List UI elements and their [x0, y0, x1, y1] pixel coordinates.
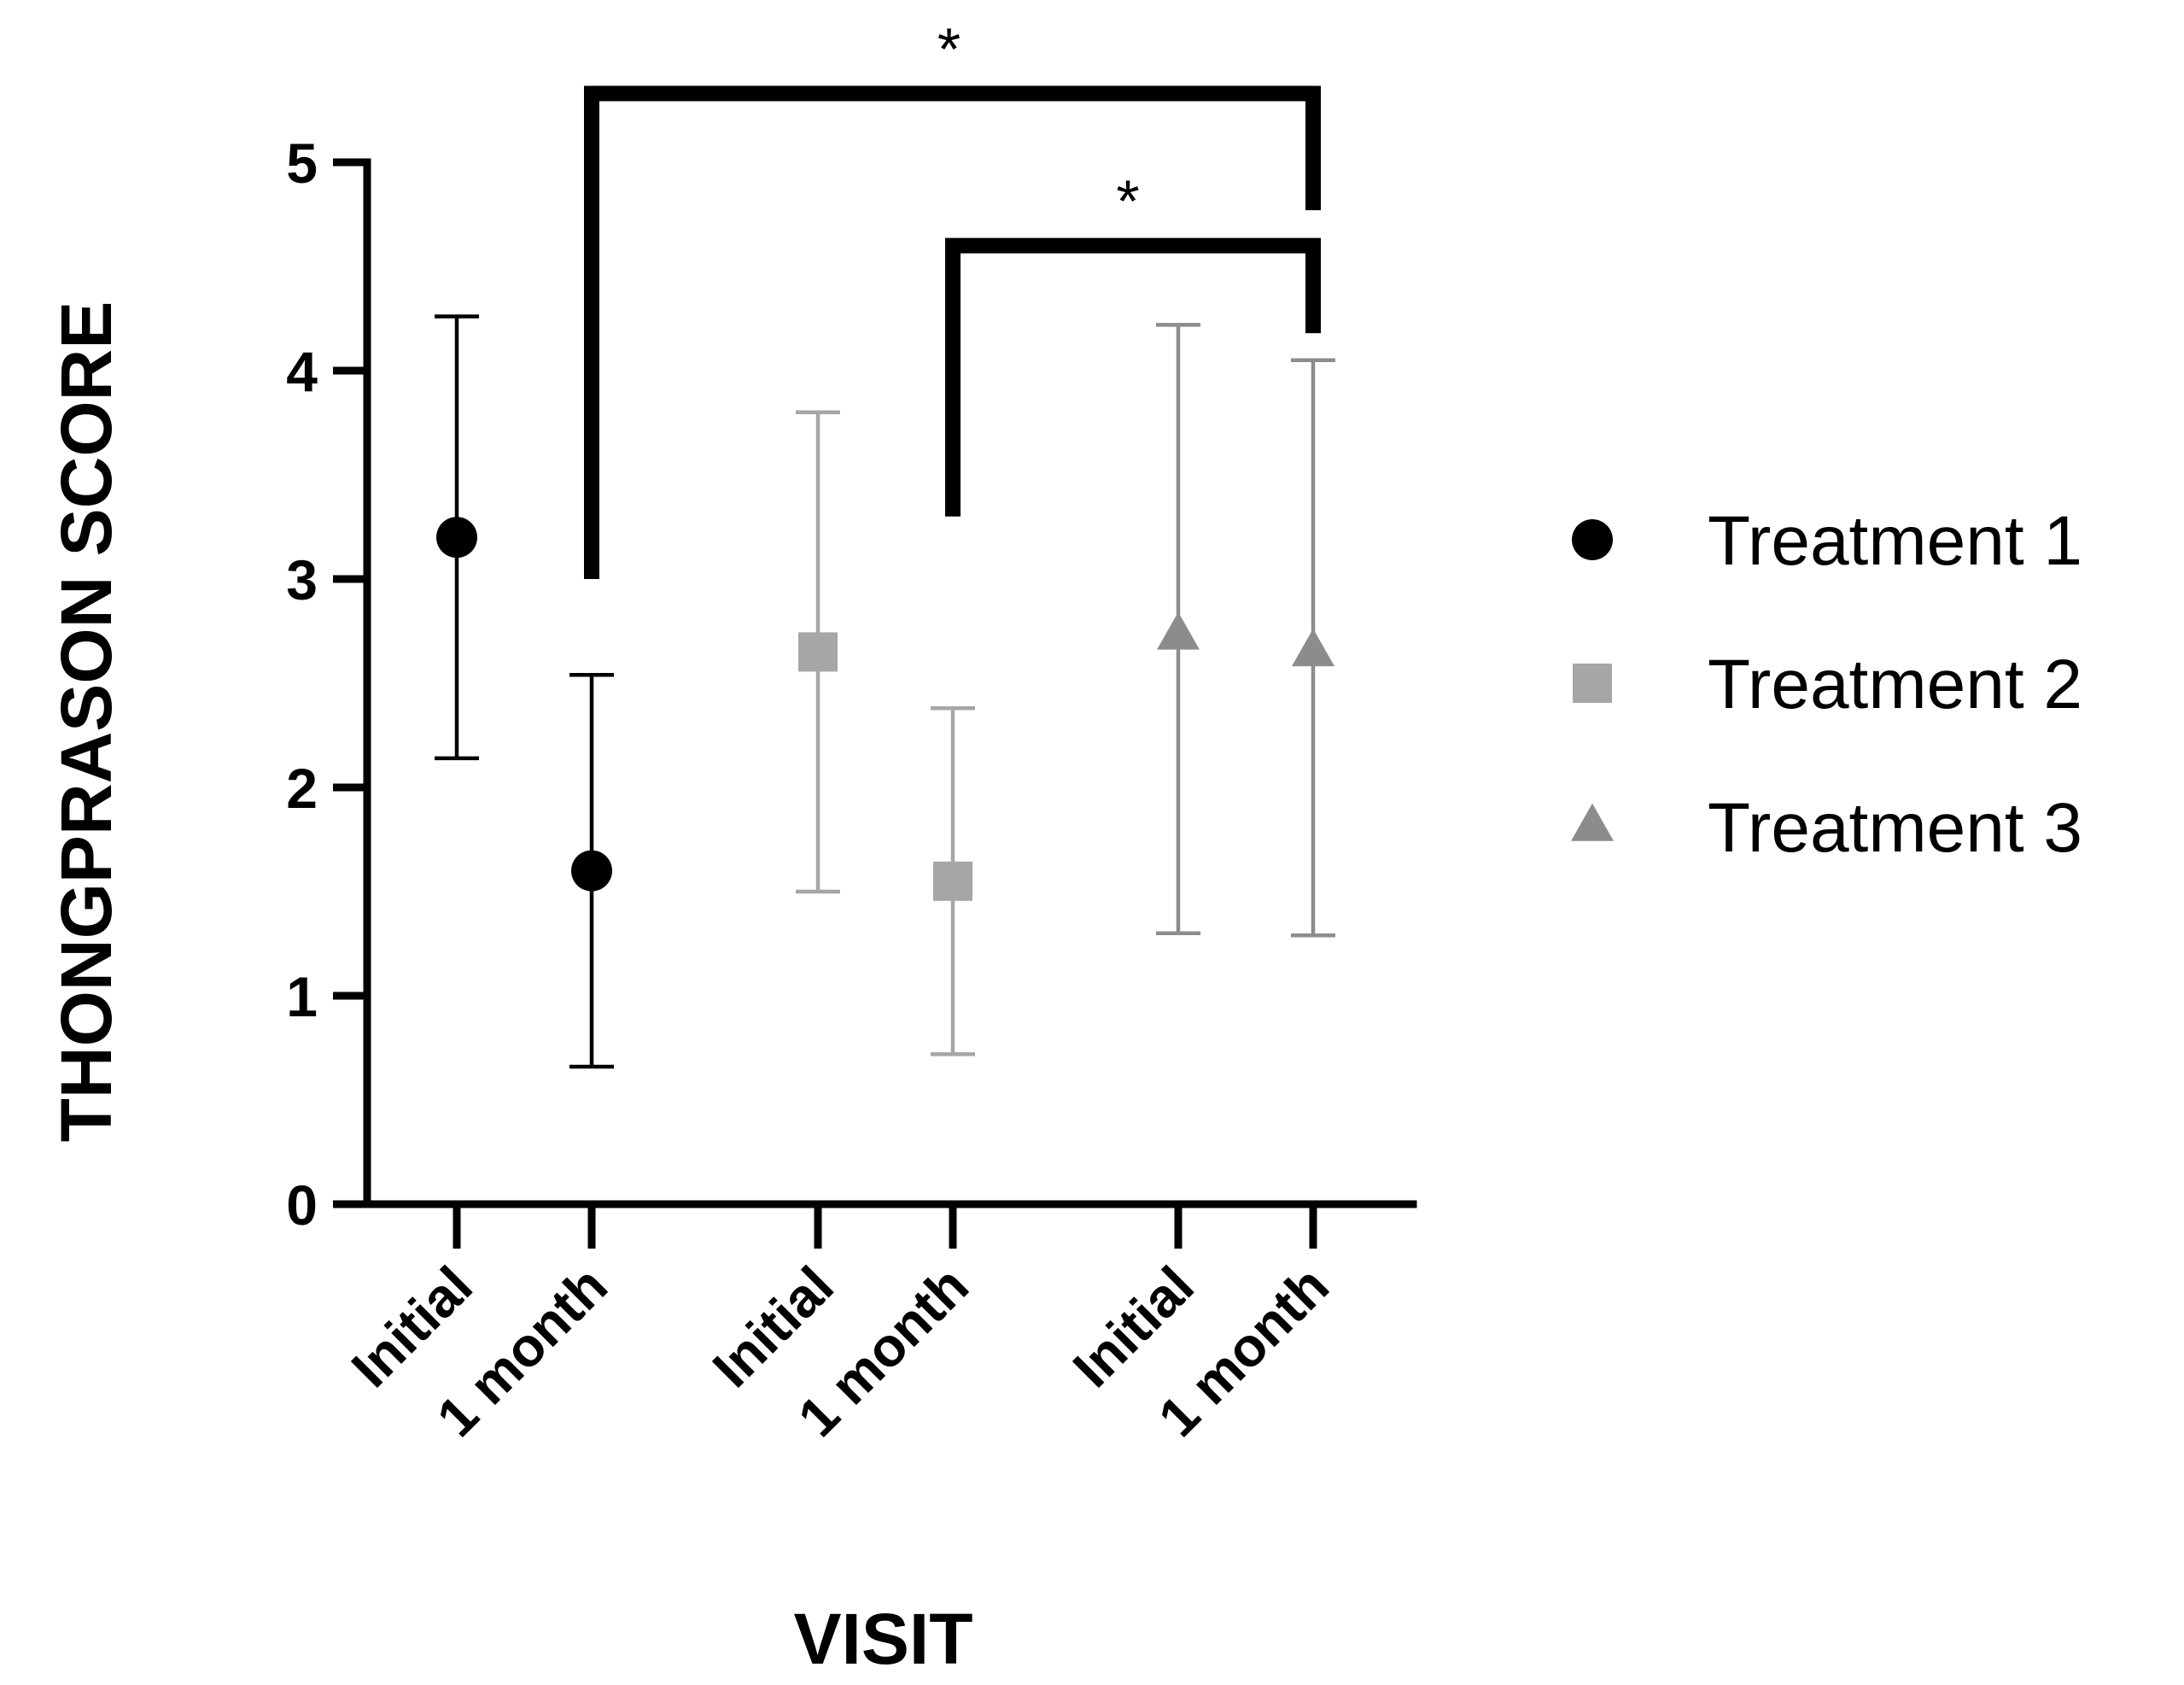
data-point-triangle	[1157, 611, 1200, 650]
legend-label: Treatment 2	[1708, 646, 2082, 723]
significance-brackets: **	[584, 15, 1321, 579]
y-tick-label: 4	[286, 340, 318, 403]
y-tick-label: 0	[286, 1173, 318, 1237]
data-point-triangle	[1292, 629, 1334, 667]
error-bars	[435, 314, 1335, 1069]
y-tick-label: 3	[286, 548, 318, 611]
legend-item: Treatment 3	[1571, 789, 2082, 867]
y-axis-title: THONGPRASON SCORE	[46, 301, 126, 1143]
y-tick-label: 1	[286, 965, 318, 1028]
data-markers	[436, 517, 1334, 901]
significance-star: *	[1116, 168, 1139, 235]
data-point-circle	[571, 850, 612, 892]
data-point-square	[933, 861, 972, 901]
data-point-circle	[436, 517, 477, 559]
significance-bracket: *	[945, 168, 1321, 517]
significance-bracket: *	[584, 15, 1321, 579]
y-tick-label: 2	[286, 757, 318, 820]
data-point-square	[798, 632, 838, 672]
y-tick-label: 5	[286, 132, 318, 195]
legend-item: Treatment 1	[1572, 502, 2082, 580]
legend-marker-square	[1573, 664, 1612, 703]
significance-bracket-line	[945, 237, 1321, 517]
legend-marker-circle	[1572, 519, 1613, 560]
significance-star: *	[937, 15, 961, 82]
legend-item: Treatment 2	[1573, 646, 2082, 723]
legend-label: Treatment 1	[1708, 502, 2082, 580]
legend-marker-triangle	[1571, 803, 1614, 841]
y-ticks: 0 1 2 3 4 5	[286, 132, 367, 1237]
legend-label: Treatment 3	[1708, 789, 2082, 867]
legend: Treatment 1 Treatment 2 Treatment 3	[1571, 502, 2082, 867]
significance-bracket-line	[584, 85, 1321, 579]
x-axis-title: VISIT	[793, 1599, 972, 1679]
